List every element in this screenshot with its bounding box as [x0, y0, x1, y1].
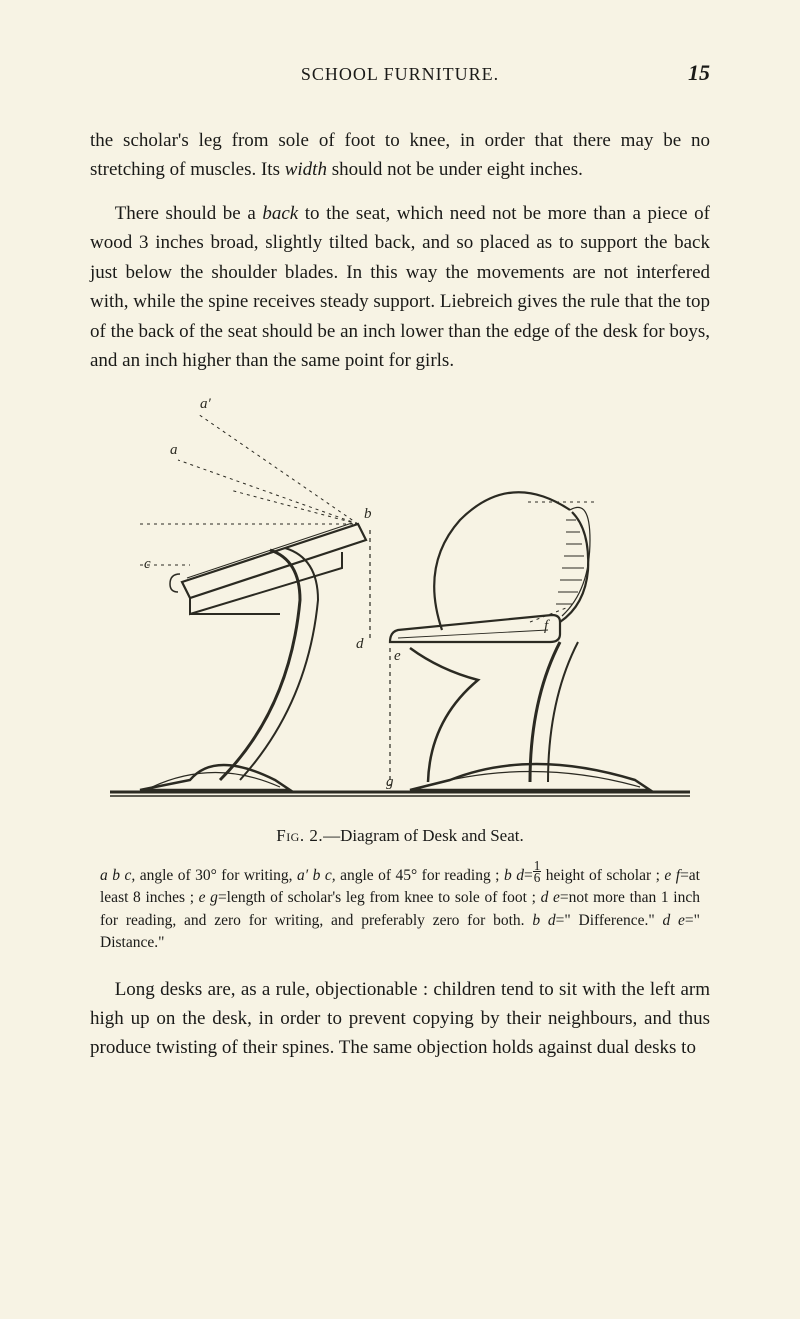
leg-frac-d: 6: [533, 872, 542, 884]
leg-apbc: a′ b c,: [297, 867, 336, 884]
leg-t4: angle of 45° for reading ;: [336, 867, 504, 884]
fig-label-b: b: [364, 506, 372, 522]
leg-eg: e g: [199, 889, 218, 906]
fig-label-f: f: [544, 618, 550, 634]
figure-caption: Fig. 2.—Diagram of Desk and Seat.: [90, 826, 710, 846]
figure-desk-seat-diagram: a′ a b c d e f g: [90, 390, 710, 820]
leg-eq1: =: [524, 867, 533, 884]
fig-label-a: a: [170, 442, 178, 458]
leg-t2: angle of 30° for writing,: [135, 867, 297, 884]
running-head: SCHOOL FURNITURE. 15: [90, 60, 710, 86]
leg-de: d e: [541, 889, 560, 906]
running-title: SCHOOL FURNITURE.: [130, 64, 670, 85]
page: SCHOOL FURNITURE. 15 the scholar's leg f…: [0, 0, 800, 1319]
figure-legend: a b c, angle of 30° for writing, a′ b c,…: [100, 860, 700, 955]
paragraph-1: the scholar's leg from sole of foot to k…: [90, 126, 710, 185]
leg-fraction: 16: [533, 860, 542, 885]
p2-text-a: There should be a: [115, 203, 263, 224]
fig-label-e: e: [394, 648, 401, 664]
paragraph-2: There should be a back to the seat, whic…: [90, 199, 710, 376]
paragraph-3: Long desks are, as a rule, objectionable…: [90, 975, 710, 1063]
leg-bd: b d: [504, 867, 524, 884]
p2-text-b: to the seat, which need not be more than…: [90, 203, 710, 371]
leg-abc: a b c,: [100, 867, 135, 884]
fig-label-a-prime: a′: [200, 396, 212, 412]
leg-t15: =" Difference.": [556, 912, 663, 929]
figure-caption-label: Fig. 2.: [276, 826, 323, 845]
fig-label-g: g: [386, 774, 394, 790]
p1-text-b: should not be under eight inches.: [327, 159, 583, 180]
fig-label-d: d: [356, 636, 364, 652]
leg-t7: height of scholar ;: [541, 867, 664, 884]
p2-italic-back: back: [262, 203, 298, 224]
figure-caption-text: —Diagram of Desk and Seat.: [323, 826, 524, 845]
p1-italic-width: width: [285, 159, 327, 180]
p3-text: Long desks are, as a rule, objectionable…: [90, 979, 710, 1059]
leg-bd2: b d: [532, 912, 555, 929]
page-number: 15: [670, 60, 710, 86]
leg-t11: =length of scholar's leg from knee to so…: [218, 889, 541, 906]
leg-ef: e f: [664, 867, 680, 884]
fig-label-c: c: [144, 556, 151, 572]
leg-de2: d e: [662, 912, 684, 929]
desk-seat-svg: a′ a b c d e f g: [90, 390, 710, 820]
